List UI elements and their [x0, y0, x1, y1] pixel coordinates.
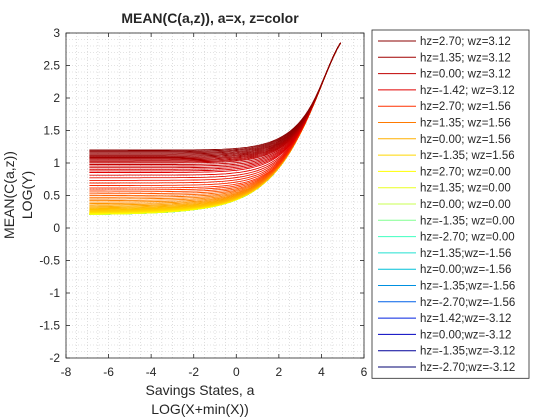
legend-entry: hz=-2.70;wz=-3.12: [420, 362, 515, 374]
x-tick-label: 4: [318, 365, 325, 379]
legend-entry: hz=-2.70;wz=-1.56: [420, 297, 515, 309]
x-axis-label-line2: LOG(X+min(X)): [151, 401, 249, 417]
x-tick-label: 2: [276, 365, 283, 379]
y-tick-label: 2.5: [43, 59, 60, 73]
legend-entry: hz=-1.35;wz=-3.12: [420, 346, 515, 358]
y-axis-label-line1: MEAN(C(a,z)): [1, 151, 17, 239]
y-tick-label: 3: [53, 26, 60, 40]
y-tick-label: -0.5: [39, 254, 60, 268]
x-tick-label: -2: [188, 365, 199, 379]
y-tick-label: 1.5: [43, 124, 60, 138]
series-layer: [89, 42, 341, 215]
series-line-0: [89, 42, 341, 151]
y-tick-label: 0: [53, 221, 60, 235]
legend-entry: hz=2.70; wz=1.56: [420, 101, 511, 113]
series-fill-line: [89, 42, 341, 165]
x-tick-label: 6: [361, 365, 368, 379]
legend-entry: hz=2.70; wz=3.12: [420, 36, 511, 48]
legend-entry: hz=-1.35; wz=0.00: [420, 215, 515, 227]
legend-entry: hz=1.42;wz=-3.12: [420, 313, 511, 325]
legend: hz=2.70; wz=3.12 hz=1.35; wz=3.12 hz=0.00;…: [371, 29, 530, 379]
axes-layer: -8 -6 -4 -2 0 2 4 6 -2 -1.5 -1 -0.5 0 0.5 1 1.5 2 2.5 3: [39, 26, 367, 379]
legend-entry: hz=-1.42; wz=3.12: [420, 85, 515, 97]
legend-entry: hz=0.00;wz=-3.12: [420, 329, 511, 341]
legend-entry: hz=1.35; wz=3.12: [420, 52, 511, 64]
y-tick-label: 1: [53, 156, 60, 170]
legend-entry: hz=0.00; wz=3.12: [420, 69, 511, 81]
x-axis-label-line1: Savings States, a: [146, 382, 255, 398]
x-tick-label: 0: [233, 365, 240, 379]
x-tick-label: -6: [103, 365, 114, 379]
y-tick-label: 2: [53, 91, 60, 105]
series-fill-line: [89, 42, 341, 154]
y-tick-label: -1: [49, 286, 60, 300]
x-tick-label: -8: [61, 365, 72, 379]
legend-entry: hz=-1.35; wz=1.56: [420, 150, 515, 162]
chart-title: MEAN(C(a,z)), a=x, z=color: [121, 10, 299, 26]
legend-entry: hz=-1.35;wz=-1.56: [420, 281, 515, 293]
legend-entry: hz=0.00; wz=1.56: [420, 134, 511, 146]
y-axis-label-line2: LOG(Y): [19, 171, 35, 219]
x-tick-label: -4: [146, 365, 157, 379]
legend-entry: hz=1.35; wz=0.00: [420, 183, 511, 195]
y-tick-label: -2: [49, 351, 60, 365]
legend-entry: hz=1.35; wz=1.56: [420, 118, 511, 130]
legend-entry: hz=0.00;wz=-1.56: [420, 264, 511, 276]
legend-entry: hz=2.70; wz=0.00: [420, 166, 511, 178]
legend-entry: hz=0.00; wz=0.00: [420, 199, 511, 211]
y-tick-label: -1.5: [39, 319, 60, 333]
legend-entry: hz=-2.70; wz=0.00: [420, 232, 515, 244]
y-tick-label: 0.5: [43, 189, 60, 203]
legend-entry: hz=1.35;wz=-1.56: [420, 248, 511, 260]
series-fill-line: [89, 42, 341, 155]
